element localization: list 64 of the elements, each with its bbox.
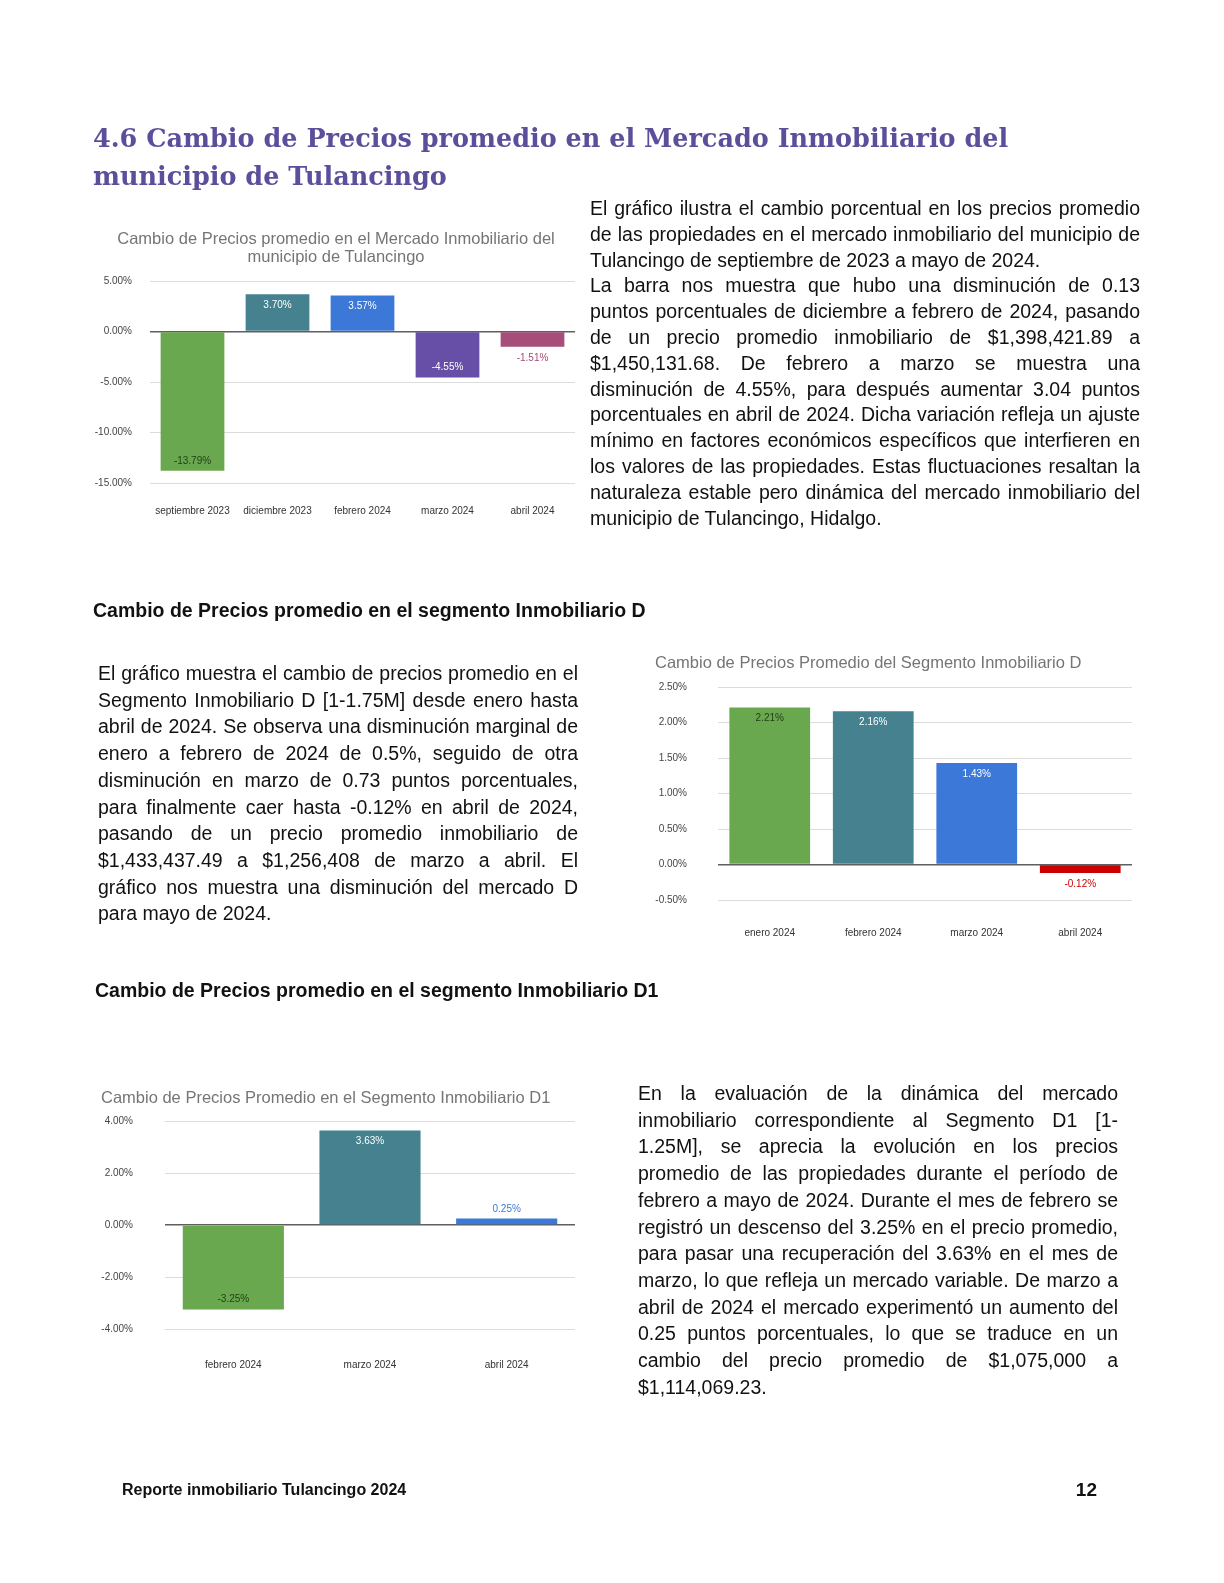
x-tick-label: febrero 2024	[204, 1358, 263, 1370]
text: 12	[1074, 1479, 1097, 1501]
x-tick-label: abril 2024	[1058, 926, 1103, 938]
chart-title: Cambio de Precios promedio en el Mercado Inmobiliario del municipio de Tulancingo	[116, 229, 556, 265]
x-tick-label: febrero 2024	[334, 504, 392, 516]
y-tick-label: -4.00%	[101, 1322, 134, 1334]
y-tick-label: -15.00%	[94, 476, 133, 488]
y-tick-label: 5.00%	[103, 274, 133, 286]
data-label: -0.12%	[1064, 877, 1097, 889]
data-label: 3.63%	[355, 1135, 385, 1147]
bar	[936, 762, 1018, 864]
y-tick-label: 2.00%	[104, 1166, 134, 1178]
x-tick-label: marzo 2024	[421, 504, 475, 516]
data-label: -4.55%	[431, 361, 464, 373]
y-tick-label: 0.00%	[104, 1218, 134, 1230]
y-tick-label: 0.00%	[658, 858, 688, 870]
chart-title: Cambio de Precios Promedio del Segmento Inmobiliario D	[655, 653, 1083, 671]
y-tick-label: 2.00%	[658, 716, 688, 728]
bar	[729, 707, 811, 864]
y-tick-label: 0.00%	[103, 325, 133, 337]
y-tick-label: 0.50%	[658, 822, 688, 834]
x-tick-label: marzo 2024	[950, 926, 1004, 938]
x-tick-label: diciembre 2023	[243, 504, 313, 516]
y-tick-label: -5.00%	[100, 375, 133, 387]
x-tick-label: marzo 2024	[343, 1358, 397, 1370]
data-label: 3.70%	[263, 298, 292, 310]
data-label: 2.21%	[755, 712, 785, 724]
text: Cambio de Precios promedio en el segmento Inmobiliario D	[93, 599, 647, 621]
text: 4.6 Cambio de Precios promedio en el Mercado Inmobiliario del municipio de Tulancingo	[93, 122, 1010, 193]
y-tick-label: 2.50%	[658, 680, 688, 692]
y-tick-label: -0.50%	[655, 893, 688, 905]
data-label: 3.57%	[348, 300, 377, 312]
y-tick-label: -2.00%	[101, 1270, 134, 1282]
bar	[330, 295, 395, 331]
x-tick-label: abril 2024	[484, 1358, 530, 1370]
data-label: -1.51%	[516, 351, 549, 363]
x-tick-label: septiembre 2023	[155, 504, 231, 516]
bar	[1039, 865, 1121, 874]
y-tick-label: -10.00%	[94, 426, 133, 438]
x-tick-label: febrero 2024	[844, 926, 903, 938]
y-tick-label: 4.00%	[104, 1114, 134, 1126]
text: La barra nos muestra que hubo una disminución de 0.13 puntos porcentuales de diciembre a febrero de 2024, pasando de un precio promedio inmobiliario de $1,398,421.89 a $1,450,131.68. De febrero a marzo se muestra una disminución de 4.55%, para después aumentar 3.04 puntos porcentuales en abril de 2024. Dicha variación refleja un ajuste mínimo en factores económicos específicos que interfieren en los valores de las propiedades. Estas fluctuaciones resaltan la naturaleza estable pero dinámica del mercado inmobiliario del municipio de Tulancingo, Hidalgo.	[590, 274, 1140, 529]
bar	[832, 711, 914, 864]
bar	[160, 332, 225, 471]
y-tick-label: 1.50%	[658, 751, 688, 763]
text: Reporte inmobiliario Tulancingo 2024	[122, 1480, 408, 1500]
data-label: 0.25%	[492, 1203, 521, 1215]
bar	[319, 1130, 421, 1225]
bar	[415, 332, 480, 378]
data-label: -3.25%	[217, 1293, 250, 1305]
text: El gráfico muestra el cambio de precios promedio en el Segmento Inmobiliario D [1-1.75M] desde enero hasta abril de 2024. Se observa una disminución marginal de enero a febrero de 2024 de 0.5%, seguido de otra disminución en marzo de 0.73 puntos porcentuales, para finalmente caer hasta -0.12% en abril de 2024, pasando de un precio promedio inmobiliario de $1,433,437.49 a $1,256,408 de marzo a abril. El gráfico nos muestra una disminución del mercado D para mayo de 2024.	[98, 662, 578, 925]
bar	[500, 332, 565, 347]
text: Cambio de Precios promedio en el segmento Inmobiliario D1	[95, 979, 660, 1001]
x-tick-label: enero 2024	[744, 926, 796, 938]
bar	[245, 294, 310, 331]
x-tick-label: abril 2024	[510, 504, 555, 516]
bar	[182, 1225, 284, 1310]
data-label: 1.43%	[962, 767, 992, 779]
chart-title: Cambio de Precios Promedio en el Segmento Inmobiliario D1	[101, 1088, 552, 1106]
y-tick-label: 1.00%	[658, 787, 688, 799]
data-label: 2.16%	[859, 715, 888, 727]
data-label: -13.79%	[173, 454, 212, 466]
text: En la evaluación de la dinámica del mercado inmobiliario correspondiente al Segmento D1 [1-1.25M], se aprecia la evolución en los precios promedio de las propiedades durante el período de febrero a mayo de 2024. Durante el mes de febrero se registró un descenso del 3.25% en el precio promedio, para pasar una recuperación del 3.63% en el mes de marzo, lo que refleja un mercado variable. De marzo a abril de 2024 el mercado experimentó un aumento del 0.25 puntos porcentuales, lo que se traduce en un cambio del precio promedio de $1,075,000 a $1,114,069.23.	[638, 1082, 1118, 1398]
text: El gráfico ilustra el cambio porcentual en los precios promedio de las propiedades en el mercado inmobiliario del municipio de Tulancingo de septiembre de 2023 a mayo de 2024.	[590, 196, 1140, 273]
